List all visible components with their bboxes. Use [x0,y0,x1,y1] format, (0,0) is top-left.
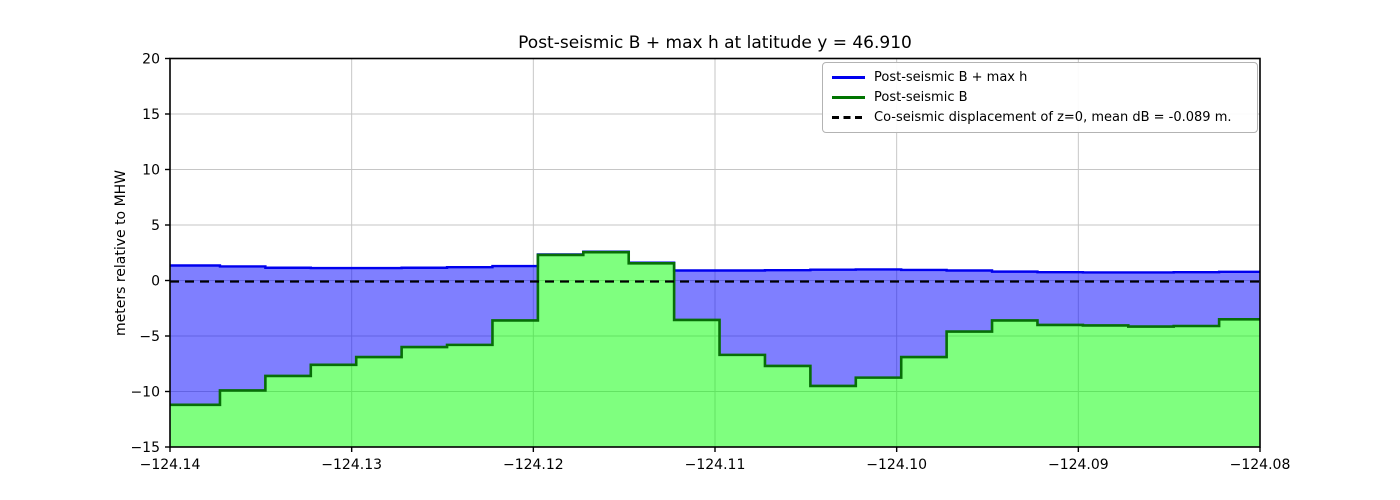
legend-label: Post-seismic B [874,90,968,105]
legend-item-post-seismic-b-max-h: Post-seismic B + max h [832,70,1247,85]
b-plus-max-h-line [170,250,1260,274]
x-tick-label: −124.08 [1230,457,1291,473]
y-axis-ticks: 20 15 10 5 0 −5 −10 −15 [130,52,170,456]
black-dashed-swatch-icon [832,116,865,119]
legend-label: Co-seismic displacement of z=0, mean dB … [874,110,1232,125]
y-tick-label: 20 [142,52,160,68]
chart-title: Post-seismic B + max h at latitude y = 4… [518,33,912,53]
legend: Post-seismic B + max h Post-seismic B Co… [822,62,1258,133]
legend-item-post-seismic-b: Post-seismic B [832,90,1247,105]
x-tick-label: −124.10 [866,457,927,473]
y-tick-label: 10 [142,163,160,179]
post-seismic-b-area [170,252,1260,447]
blue-line-swatch-icon [832,76,865,79]
y-tick-label: 5 [151,218,160,234]
y-tick-label: 0 [151,274,160,290]
x-tick-label: −124.14 [140,457,201,473]
green-line-swatch-icon [832,96,865,99]
b-plus-max-h-area [170,251,1260,405]
y-tick-label: −15 [130,440,160,456]
x-tick-label: −124.13 [321,457,382,473]
y-tick-label: −10 [130,385,160,401]
legend-label: Post-seismic B + max h [874,70,1028,85]
y-tick-label: 15 [142,107,160,123]
post-seismic-b-line [170,250,1260,407]
x-axis-ticks: −124.14 −124.13 −124.12 −124.11 −124.10 −124.… [140,447,1291,473]
x-tick-label: −124.11 [685,457,746,473]
x-tick-label: −124.09 [1048,457,1109,473]
y-tick-label: −5 [139,329,160,345]
y-axis-label: meters relative to MHW [113,169,129,337]
x-tick-label: −124.12 [503,457,564,473]
legend-item-co-seismic-displacement: Co-seismic displacement of z=0, mean dB … [832,110,1247,125]
